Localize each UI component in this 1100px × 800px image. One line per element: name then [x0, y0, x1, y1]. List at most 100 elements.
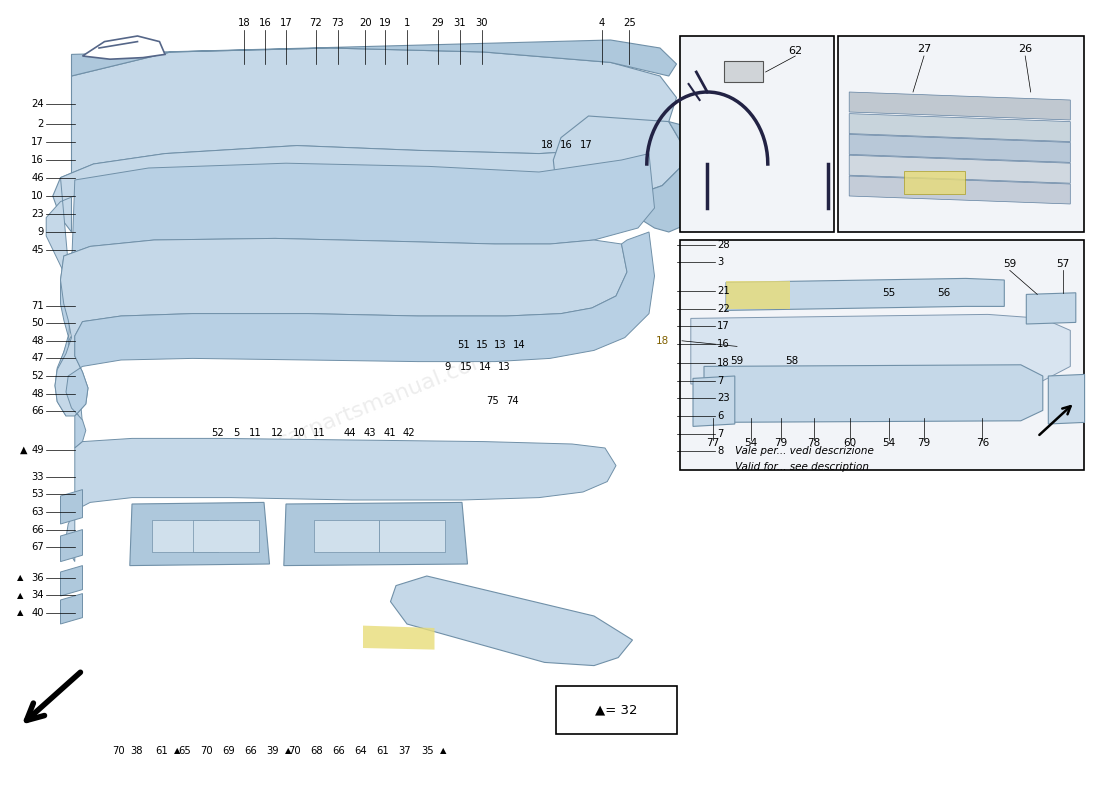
Text: ▲: ▲ [16, 608, 23, 618]
Polygon shape [53, 48, 676, 232]
Text: 78: 78 [807, 438, 821, 448]
Text: 14: 14 [478, 362, 492, 371]
Polygon shape [363, 626, 434, 650]
Text: 43: 43 [363, 428, 376, 438]
Text: 17: 17 [31, 138, 44, 147]
Text: 10: 10 [293, 428, 306, 438]
Text: 34: 34 [32, 590, 44, 600]
Text: 13: 13 [497, 362, 510, 371]
Polygon shape [726, 278, 1004, 310]
Polygon shape [849, 155, 1070, 183]
Text: 16: 16 [717, 339, 730, 349]
Text: ▲= 32: ▲= 32 [595, 704, 637, 717]
Text: 26: 26 [1019, 44, 1032, 54]
Text: 25: 25 [623, 18, 636, 28]
Text: 49: 49 [32, 445, 44, 454]
Polygon shape [55, 154, 654, 416]
Text: 66: 66 [332, 746, 345, 755]
FancyBboxPatch shape [904, 171, 965, 194]
Text: 8: 8 [717, 446, 724, 456]
Text: 28: 28 [717, 240, 729, 250]
Polygon shape [66, 438, 616, 562]
FancyBboxPatch shape [152, 520, 218, 552]
Text: 75: 75 [486, 396, 499, 406]
Text: 21: 21 [717, 286, 730, 296]
Text: 1: 1 [404, 18, 410, 28]
Text: 4: 4 [598, 18, 605, 28]
Text: 55: 55 [882, 288, 895, 298]
Text: 12: 12 [271, 428, 284, 438]
Polygon shape [55, 238, 627, 416]
Text: 52: 52 [31, 371, 44, 381]
Polygon shape [632, 122, 702, 232]
Text: 53: 53 [32, 490, 44, 499]
Text: 54: 54 [882, 438, 895, 448]
Text: 22: 22 [717, 304, 730, 314]
Polygon shape [60, 490, 82, 524]
Text: 7: 7 [717, 376, 724, 386]
Text: 46: 46 [32, 173, 44, 182]
Polygon shape [72, 40, 676, 76]
Text: 19: 19 [378, 18, 392, 28]
Text: ▲: ▲ [16, 573, 23, 582]
Text: 74: 74 [506, 396, 519, 406]
Text: 48: 48 [32, 389, 44, 398]
Polygon shape [60, 566, 82, 596]
Text: 16: 16 [31, 155, 44, 165]
Text: 7: 7 [717, 429, 724, 438]
Text: 23: 23 [717, 394, 729, 403]
Text: 44: 44 [343, 428, 356, 438]
Text: 69: 69 [222, 746, 235, 755]
Text: 11: 11 [249, 428, 262, 438]
Text: 70: 70 [288, 746, 301, 755]
Text: 66: 66 [31, 406, 44, 416]
Text: 54: 54 [745, 438, 758, 448]
Text: 3: 3 [717, 258, 724, 267]
Text: 17: 17 [717, 322, 730, 331]
Text: 73: 73 [331, 18, 344, 28]
Text: 45: 45 [32, 245, 44, 254]
Polygon shape [60, 530, 82, 562]
Polygon shape [691, 314, 1070, 384]
Text: 79: 79 [917, 438, 931, 448]
Text: 41: 41 [383, 428, 396, 438]
Text: 57: 57 [1056, 259, 1069, 269]
Polygon shape [82, 36, 165, 59]
Text: 38: 38 [130, 746, 143, 755]
Text: 47: 47 [32, 354, 44, 363]
Text: 70: 70 [200, 746, 213, 755]
Text: 64: 64 [354, 746, 367, 755]
Text: 66: 66 [244, 746, 257, 755]
Text: 13: 13 [494, 340, 507, 350]
Text: 62: 62 [789, 46, 802, 56]
Text: 29: 29 [431, 18, 444, 28]
Text: 52: 52 [211, 428, 224, 438]
Text: 70: 70 [112, 746, 125, 755]
Text: ▲: ▲ [440, 746, 447, 754]
Text: 31: 31 [453, 18, 466, 28]
FancyBboxPatch shape [314, 520, 380, 552]
Text: 17: 17 [580, 141, 593, 150]
Text: 72: 72 [309, 18, 322, 28]
Polygon shape [849, 176, 1070, 204]
Polygon shape [46, 138, 649, 424]
Text: 17: 17 [279, 18, 293, 28]
Text: 65: 65 [178, 746, 191, 755]
Text: 40: 40 [32, 608, 44, 618]
Polygon shape [849, 114, 1070, 142]
Text: 23: 23 [32, 210, 44, 219]
Polygon shape [704, 365, 1043, 422]
Polygon shape [130, 502, 270, 566]
Text: 14: 14 [513, 340, 526, 350]
Text: 61: 61 [376, 746, 389, 755]
Text: 18: 18 [656, 336, 669, 346]
Polygon shape [1048, 374, 1085, 424]
Text: Vale per... vedi descrizione: Vale per... vedi descrizione [735, 446, 873, 456]
Polygon shape [66, 232, 654, 448]
Text: 20: 20 [359, 18, 372, 28]
FancyBboxPatch shape [192, 520, 258, 552]
Text: 36: 36 [32, 573, 44, 582]
Text: 9: 9 [444, 362, 451, 371]
Text: carpartsmanual.com: carpartsmanual.com [275, 347, 495, 453]
Text: ▲: ▲ [16, 590, 23, 600]
